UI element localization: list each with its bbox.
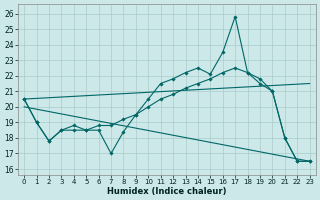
X-axis label: Humidex (Indice chaleur): Humidex (Indice chaleur) xyxy=(107,187,227,196)
